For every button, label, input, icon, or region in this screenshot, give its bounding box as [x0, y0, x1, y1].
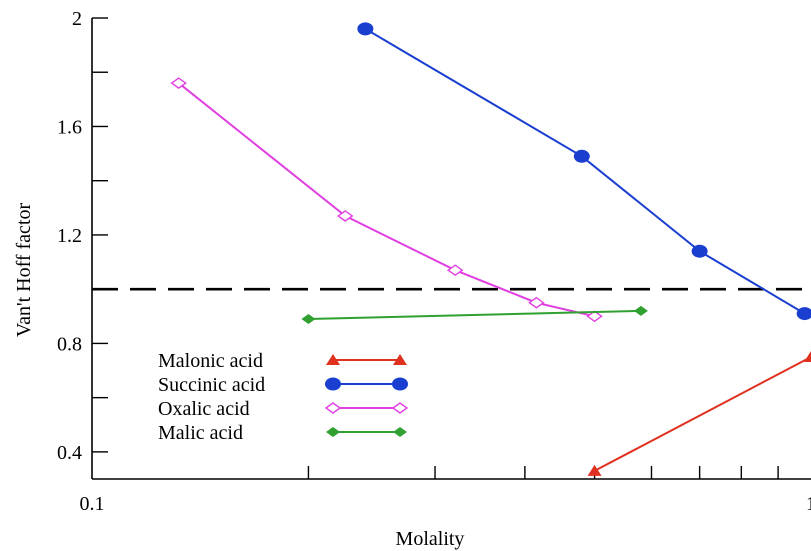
series-succinic-acid — [357, 22, 811, 321]
y-tick-label: 0.8 — [57, 333, 82, 355]
legend-marker-oxalic-acid — [324, 402, 342, 414]
y-tick-label: 2 — [72, 8, 82, 30]
x-axis-title: Molality — [396, 528, 465, 550]
legend-marker-oxalic-acid — [391, 402, 409, 414]
y-axis-title: Van't Hoff factor — [13, 203, 35, 338]
x-tick-label: 0.1 — [80, 493, 105, 515]
legend-marker-malonic-acid — [326, 354, 340, 365]
data-point-oxalic-acid — [337, 210, 354, 222]
legend-label-malonic-acid: Malonic acid — [158, 350, 263, 372]
series-line-malonic-acid — [594, 356, 811, 472]
data-point-oxalic-acid — [528, 296, 545, 309]
legend-label-succinic-acid: Succinic acid — [158, 374, 265, 396]
data-point-malic-acid — [633, 305, 648, 316]
data-point-succinic-acid — [573, 149, 590, 163]
data-point-malonic-acid — [587, 464, 602, 476]
y-tick-label: 1.6 — [57, 116, 82, 138]
y-tick-label: 0.4 — [57, 442, 82, 464]
data-point-succinic-acid — [691, 244, 708, 258]
data-point-oxalic-acid — [170, 77, 187, 89]
series-line-oxalic-acid — [178, 82, 595, 318]
data-point-malonic-acid — [804, 350, 811, 362]
data-point-malic-acid — [301, 314, 316, 325]
axes: 0.4 0.8 1.2 1.6 2 0.1 1 — [57, 8, 811, 515]
legend-label-malic-acid: Malic acid — [158, 422, 243, 444]
legend-marker-succinic-acid — [392, 377, 408, 391]
series-group — [170, 22, 811, 476]
legend-marker-malonic-acid — [393, 354, 407, 365]
legend-marker-succinic-acid — [325, 377, 341, 391]
series-malic-acid — [301, 305, 648, 325]
data-point-succinic-acid — [357, 22, 374, 36]
series-line-malic-acid — [308, 309, 641, 321]
series-oxalic-acid — [170, 77, 603, 323]
legend-marker-malic-acid — [326, 427, 340, 437]
x-tick-label: 1 — [806, 493, 811, 515]
y-tick-label: 1.2 — [57, 225, 82, 247]
legend-marker-malic-acid — [393, 427, 407, 437]
series-line-succinic-acid — [364, 27, 806, 315]
data-point-succinic-acid — [796, 307, 811, 321]
series-malonic-acid — [587, 350, 811, 476]
data-point-oxalic-acid — [446, 264, 464, 277]
legend-label-oxalic-acid: Oxalic acid — [158, 398, 250, 420]
